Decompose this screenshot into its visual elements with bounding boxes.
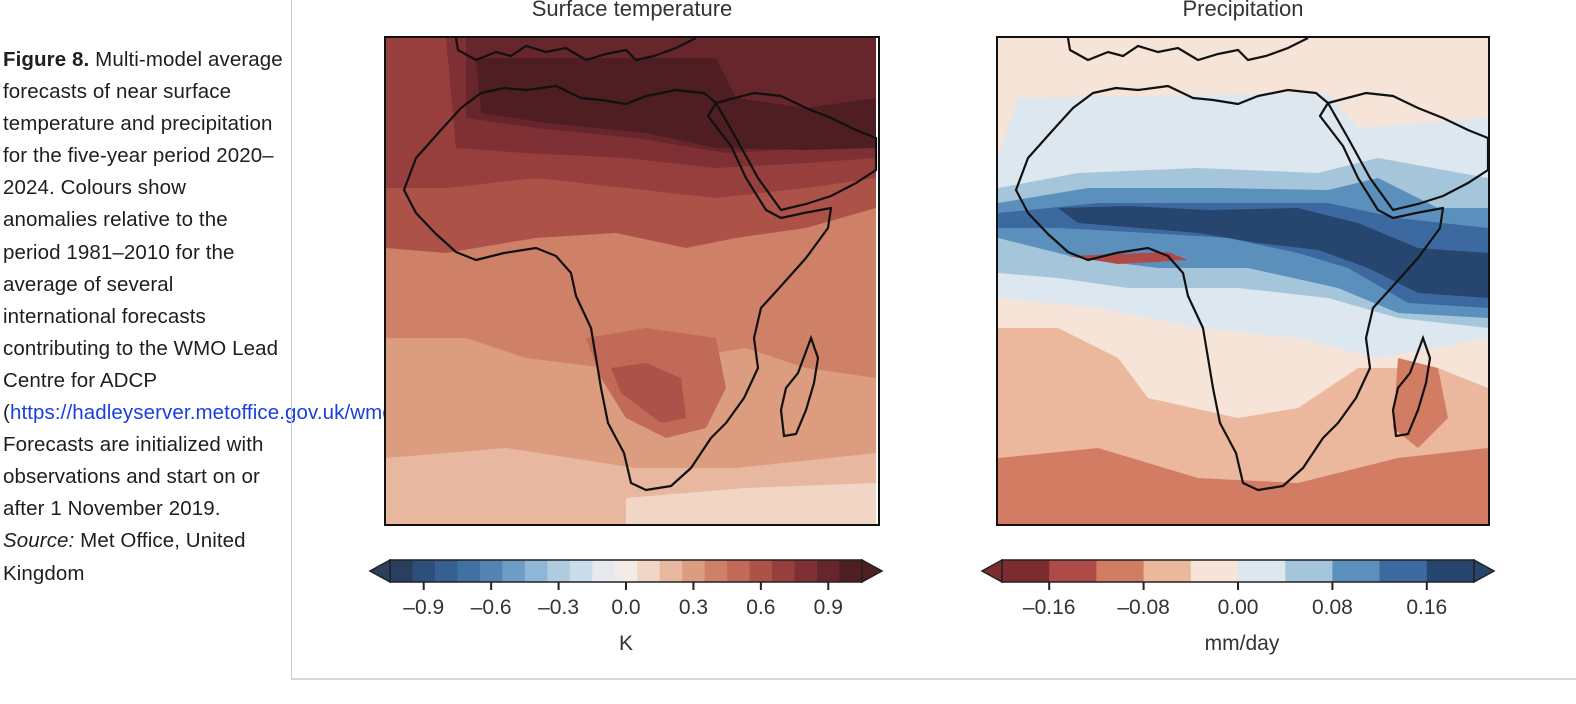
precipitation-tick-label: 0.00 (1217, 596, 1259, 619)
precipitation-unit-label: mm/day (1204, 632, 1280, 655)
temperature-colorbar-extend-high (861, 558, 884, 584)
precipitation-europe-coastline (1066, 38, 1309, 62)
temperature-tick-label: 0.3 (678, 596, 709, 619)
precipitation-contour-region (1058, 206, 1488, 298)
precipitation-colorbar-swatch (1379, 560, 1428, 582)
precipitation-colorbar-swatch (1143, 560, 1192, 582)
temperature-colorbar-swatch (569, 560, 593, 582)
temperature-colorbar-swatch (592, 560, 616, 582)
precipitation-contour-region (1068, 252, 1188, 264)
figure-caption: Figure 8. Multi-model average forecasts … (3, 44, 427, 590)
precipitation-contour-region (998, 448, 1488, 524)
precipitation-colorbar: –0.16 –0.08 0.00 0.08 0.16 mm/day (980, 556, 1496, 656)
figure-frame (291, 0, 1576, 680)
temperature-colorbar-swatch (772, 560, 796, 582)
temperature-colorbar-swatch (434, 560, 458, 582)
temperature-colorbar-swatch (412, 560, 436, 582)
precipitation-colorbar-swatch (1426, 560, 1475, 582)
hadleyserver-link[interactable]: https://hadleyserver.metoffice.gov.uk/wm… (9, 401, 415, 425)
temperature-colorbar-swatch (839, 560, 863, 582)
temperature-colorbar-swatch (682, 560, 706, 582)
temperature-colorbar-swatch (704, 560, 728, 582)
source-text: Met Office, United Kingdom (3, 529, 246, 585)
precipitation-panel-title: Precipitation (1182, 0, 1304, 21)
precipitation-colorbar-swatch (1285, 560, 1333, 582)
temperature-colorbar-swatch (547, 560, 571, 582)
temperature-contour-region (626, 483, 876, 524)
temperature-map (384, 36, 880, 526)
temperature-colorbar-swatch (524, 560, 548, 582)
temperature-arabia-coastline (714, 91, 878, 212)
temperature-colorbar-swatch (749, 560, 773, 582)
temperature-europe-coastline (454, 38, 697, 62)
precipitation-tick-label: –0.16 (1022, 596, 1076, 619)
temperature-panel-title: Surface temperature (531, 0, 733, 21)
caption-text: Multi-model average forecasts of near su… (3, 48, 283, 425)
temperature-tick-label: 0.9 (813, 596, 843, 619)
temperature-contour-region (476, 58, 876, 150)
precipitation-colorbar-extend-high (1473, 558, 1496, 584)
precipitation-colorbar-swatch (1332, 560, 1381, 582)
precipitation-colorbar-swatch (1002, 560, 1050, 582)
temperature-tick-label: –0.6 (470, 596, 512, 619)
temperature-unit-label: K (618, 632, 634, 655)
precipitation-tick-label: 0.08 (1311, 596, 1353, 619)
precipitation-colorbar-extend-low (980, 558, 1003, 584)
temperature-colorbar-swatch (614, 560, 638, 582)
source-label: Source: (3, 529, 75, 553)
figure-label: Figure 8. (3, 48, 90, 71)
temperature-colorbar-swatch (390, 560, 413, 582)
precipitation-map-svg (998, 38, 1488, 524)
temperature-tick-label: –0.9 (403, 596, 445, 619)
temperature-colorbar-swatch (794, 560, 818, 582)
temperature-tick-label: 0.0 (611, 596, 641, 619)
precipitation-tick-label: –0.08 (1117, 596, 1170, 619)
temperature-colorbar-swatch (659, 560, 683, 582)
temperature-colorbar-extend-low (368, 558, 391, 584)
temperature-colorbar: –0.9 –0.6 –0.3 0.0 0.3 0.6 0.9 K (368, 556, 884, 656)
temperature-colorbar-swatch (457, 560, 481, 582)
precipitation-colorbar-swatch (1238, 560, 1286, 582)
precipitation-map (996, 36, 1490, 526)
precipitation-colorbar-swatch (1190, 560, 1239, 582)
precipitation-madagascar-coastline (1391, 334, 1432, 438)
temperature-colorbar-swatch (817, 560, 841, 582)
temperature-map-svg (386, 38, 878, 524)
temperature-africa-coastline (402, 84, 833, 492)
caption-text-2: ). Forecasts are initialized with observ… (3, 401, 427, 521)
precipitation-colorbar-swatch (1049, 560, 1097, 582)
precipitation-arabia-coastline (1326, 91, 1488, 212)
precipitation-colorbar-svg (980, 558, 1496, 590)
temperature-madagascar-coastline (779, 334, 820, 438)
temperature-colorbar-svg (368, 558, 884, 590)
temperature-colorbar-swatch (637, 560, 661, 582)
precipitation-colorbar-swatch (1096, 560, 1145, 582)
precipitation-africa-coastline (1014, 84, 1445, 492)
temperature-colorbar-swatch (727, 560, 751, 582)
temperature-colorbar-swatch (502, 560, 526, 582)
precipitation-tick-label: 0.16 (1406, 596, 1448, 619)
temperature-colorbar-swatch (479, 560, 503, 582)
temperature-tick-label: –0.3 (538, 596, 579, 619)
temperature-contour-region (611, 363, 686, 423)
temperature-tick-label: 0.6 (746, 596, 776, 619)
